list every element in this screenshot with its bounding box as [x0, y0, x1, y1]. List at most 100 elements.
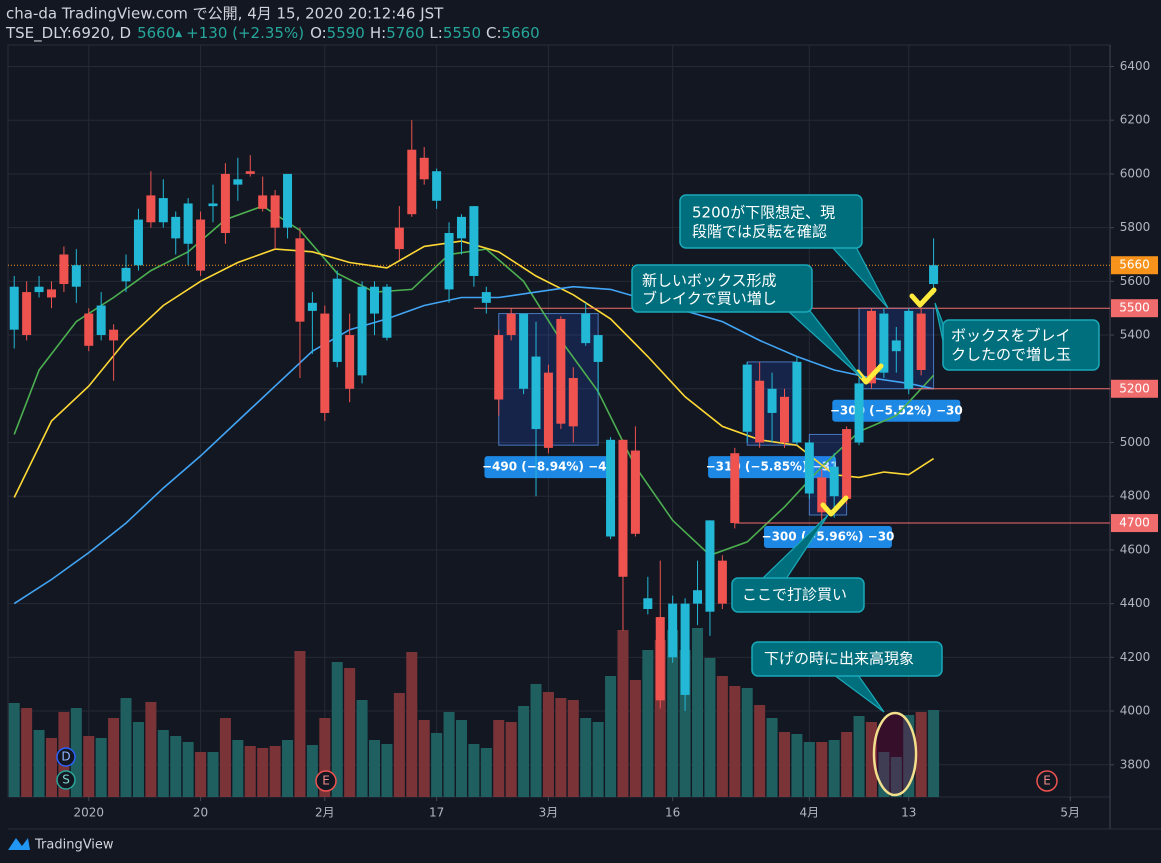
candle-body	[543, 372, 553, 448]
up-arrow: ▲	[175, 29, 182, 39]
candle-body	[817, 477, 827, 513]
measure-label-bg	[484, 456, 613, 479]
volume-bar	[778, 732, 790, 797]
volume-bar	[182, 742, 194, 797]
moving-average	[13, 205, 935, 557]
volume-bar	[306, 745, 318, 797]
candle-body	[196, 219, 206, 271]
check-mark	[820, 495, 849, 517]
candle-body	[133, 219, 143, 266]
volume-bar	[766, 718, 778, 797]
volume-bar	[480, 748, 492, 797]
volume-bar	[493, 720, 505, 797]
check-mark	[909, 287, 937, 308]
volume-bar	[269, 746, 281, 797]
volume-bar	[232, 740, 244, 797]
y-tick-label: 5400	[1120, 328, 1151, 342]
volume-bar	[542, 692, 554, 797]
price-tag-label: 5200	[1119, 381, 1150, 395]
brand[interactable]: TradingView	[34, 838, 114, 853]
volume-bar	[145, 702, 157, 797]
candle-body	[407, 149, 417, 215]
candle-body	[668, 603, 678, 658]
candle-body	[220, 173, 230, 233]
measure-label: −300 (−5.96%) −30	[762, 530, 895, 544]
candle-body	[121, 267, 131, 282]
candle-body	[730, 453, 740, 524]
candle-body	[245, 171, 255, 174]
marker-e[interactable]	[1036, 770, 1058, 792]
volume-bar	[903, 715, 915, 797]
candle-body	[767, 388, 777, 413]
candle-body	[755, 380, 765, 443]
callout-text: 下げの時に出来高現象	[764, 650, 914, 668]
x-tick-label: 2月	[315, 806, 335, 820]
volume-bar	[928, 710, 940, 797]
measure-label-bg	[832, 399, 961, 422]
volume-bar	[257, 748, 269, 797]
volume-bar	[120, 698, 132, 797]
candle-body	[171, 216, 181, 239]
volume-bar	[95, 738, 107, 797]
publisher: cha-da TradingView.com で公開, 4月 15, 2020 …	[6, 5, 444, 23]
candle-body	[618, 439, 628, 577]
volume-bar	[915, 712, 927, 797]
marker-d[interactable]	[56, 747, 76, 767]
candle-body	[506, 313, 516, 336]
x-tick-label: 2020	[73, 806, 104, 820]
last-price-tag	[1111, 256, 1158, 275]
volume-bar	[331, 662, 343, 797]
candle-body	[183, 203, 193, 244]
volume-bar	[381, 744, 393, 797]
volume-bar	[406, 652, 418, 797]
candle-body	[593, 335, 603, 362]
candle-body	[59, 254, 69, 285]
callout-text: クしたので増し玉	[951, 346, 1071, 364]
marker-s[interactable]	[56, 770, 76, 790]
volume-bar	[219, 718, 231, 797]
candle-body	[84, 313, 94, 346]
volume-bar	[418, 720, 430, 797]
callout-text: 5200が下限想定、現	[692, 204, 835, 222]
candle-body	[916, 313, 926, 370]
marker-e[interactable]	[315, 770, 337, 792]
candle-body	[382, 286, 392, 338]
volume-bar	[455, 720, 467, 797]
callout-text: ブレイクで買い増し	[642, 290, 777, 308]
candle-body	[432, 171, 442, 201]
ohlc-label: O:	[310, 24, 327, 42]
volume-bar	[21, 708, 33, 797]
x-tick-label: 17	[429, 806, 444, 820]
candle-body	[357, 286, 367, 376]
marker-s-label: S	[62, 773, 70, 787]
candle-body	[929, 265, 939, 285]
candle-body	[804, 442, 814, 494]
measure-label-bg	[708, 456, 837, 479]
marker-e-label: E	[322, 774, 330, 788]
callout-text: ボックスをブレイ	[951, 327, 1071, 345]
candle-body	[109, 329, 119, 341]
volume-bar	[344, 668, 356, 797]
candle-body	[481, 292, 491, 303]
y-tick-label: 6000	[1120, 166, 1151, 180]
volume-bar	[878, 752, 890, 797]
volume-bar	[592, 722, 604, 797]
candle-body	[904, 310, 914, 389]
candle-body	[792, 361, 802, 443]
candle-body	[34, 286, 44, 293]
volume-bar	[83, 736, 95, 797]
volume-bar	[642, 650, 654, 797]
volume-bar	[791, 734, 803, 797]
candle-body	[71, 265, 81, 287]
volume-bar	[530, 684, 542, 797]
candle-body	[866, 310, 876, 384]
last-price-tag-label: 5660	[1119, 258, 1150, 272]
candle-body	[295, 238, 305, 322]
candle-body	[879, 313, 889, 373]
ohlc-value: 5660	[502, 24, 540, 42]
candle-body	[456, 216, 466, 239]
x-tick-label: 16	[665, 806, 680, 820]
callout	[942, 319, 1100, 371]
candle-body	[717, 560, 727, 604]
